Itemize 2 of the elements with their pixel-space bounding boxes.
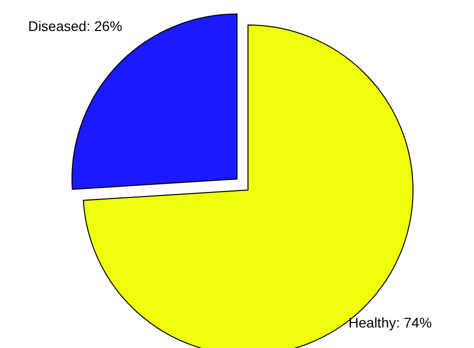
slice-label: Diseased: 26% — [28, 18, 122, 34]
slice-label: Healthy: 74% — [348, 314, 432, 330]
